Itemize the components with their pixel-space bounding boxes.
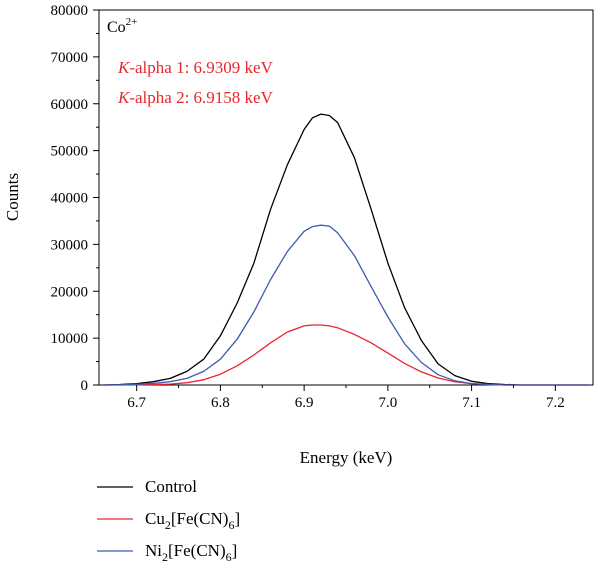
- k-alpha-2-label: K-alpha 2: 6.9158 keV: [117, 88, 274, 107]
- ion-base: Co: [107, 19, 126, 36]
- x-tick-label: 6.9: [295, 395, 314, 411]
- x-tick-label: 7.0: [378, 395, 397, 411]
- series-line-0: [103, 113, 589, 386]
- x-axis-label: Energy (keV): [300, 448, 393, 467]
- legend-label-2: Ni2[Fe(CN)6]: [145, 541, 237, 564]
- k-alpha-1-symbol: K: [117, 58, 131, 77]
- plot-area: 6.7 6.8 6.9 7.0 7.1 7.2 0 10000 20000 30000 40000…: [51, 3, 594, 411]
- chart-annotation: Co2+ K-alpha 1: 6.9309 keV K-alpha 2: 6.…: [107, 16, 274, 107]
- y-tick-label: 50000: [51, 144, 89, 160]
- y-tick-label: 60000: [51, 97, 89, 113]
- chart-legend: Control Cu2[Fe(CN)6] Ni2[Fe(CN)6]: [97, 477, 240, 564]
- legend-label-1: Cu2[Fe(CN)6]: [145, 509, 240, 532]
- x-tick-label: 7.2: [546, 395, 565, 411]
- series-layer: [103, 113, 589, 386]
- x-tick-label: 7.1: [462, 395, 481, 411]
- ion-label: Co2+: [107, 16, 137, 36]
- k-alpha-1-text: -alpha 1: 6.9309 keV: [129, 58, 273, 77]
- k-alpha-2-text: -alpha 2: 6.9158 keV: [129, 88, 273, 107]
- y-tick-label: 80000: [51, 3, 89, 19]
- y-tick-label: 70000: [51, 50, 89, 66]
- legend-label-0: Control: [145, 477, 197, 496]
- y-tick-label: 40000: [51, 191, 89, 207]
- k-alpha-2-symbol: K: [117, 88, 131, 107]
- y-tick-label: 20000: [51, 284, 89, 300]
- y-tick-label: 10000: [51, 331, 89, 347]
- y-axis-label: Counts: [3, 173, 22, 221]
- k-alpha-1-label: K-alpha 1: 6.9309 keV: [117, 58, 274, 77]
- x-axis-ticks: 6.7 6.8 6.9 7.0 7.1 7.2: [127, 385, 565, 411]
- series-line-2: [103, 224, 589, 386]
- ion-superscript: 2+: [126, 16, 138, 28]
- y-tick-label: 30000: [51, 237, 89, 253]
- x-tick-label: 6.7: [127, 395, 146, 411]
- y-tick-label: 0: [81, 378, 89, 394]
- y-axis-ticks: 0 10000 20000 30000 40000 50000 60000 70000 8000…: [51, 3, 99, 394]
- x-tick-label: 6.8: [211, 395, 230, 411]
